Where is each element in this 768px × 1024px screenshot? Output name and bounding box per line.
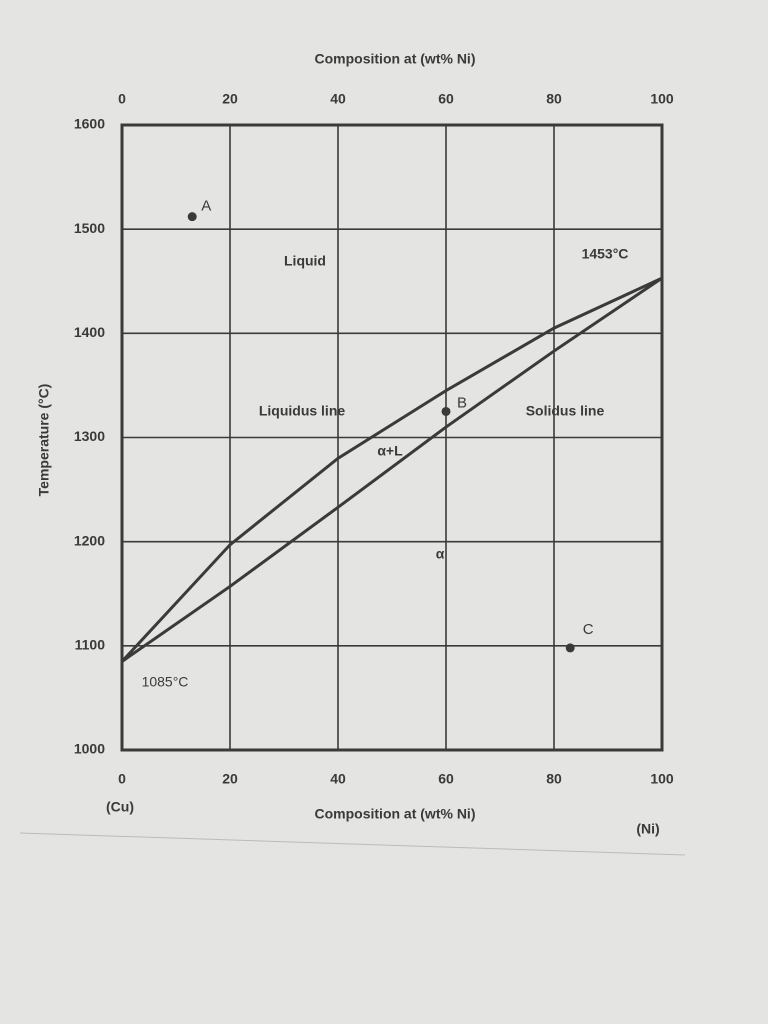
y-tick-label: 1500 [74,220,105,236]
y-tick-label: 1400 [74,324,105,340]
annotation: 1085°C [142,674,189,690]
point-label: B [457,394,467,411]
x-tick-label: 100 [650,771,674,787]
x-tick-label-top: 80 [546,91,562,107]
y-axis-title: Temperature (°C) [36,384,52,497]
x-axis-title: Composition at (wt% Ni) [315,806,476,822]
annotation: α+L [377,443,403,459]
line-label: Solidus line [526,403,605,419]
annotation: (Cu) [106,799,134,815]
point [565,643,575,653]
y-tick-label: 1100 [75,637,106,653]
x-tick-label: 0 [118,771,126,787]
phase-line [121,276,663,663]
annotation: (Ni) [636,821,659,837]
y-tick-label: 1200 [74,532,105,548]
annotation: Liquid [284,253,326,269]
y-tick-label: 1000 [74,741,105,757]
y-tick-label: 1300 [74,428,105,444]
x-tick-label-top: 20 [222,91,238,107]
x-tick-label-top: 0 [118,91,126,107]
annotation: α [436,546,445,562]
point [441,406,451,416]
x-tick-label-top: 60 [438,91,454,107]
annotation: 1453°C [582,246,629,262]
x-tick-label-top: 40 [330,91,346,107]
phase-line [120,276,663,663]
y-tick-label: 1600 [74,116,105,132]
x-axis-title-top: Composition at (wt% Ni) [315,51,476,67]
point-label: A [201,198,211,215]
point [187,212,197,222]
x-tick-label: 40 [330,771,346,787]
paper-rule [19,832,686,856]
point-label: C [583,621,594,638]
x-tick-label: 80 [546,771,562,787]
plot-frame [120,123,664,752]
x-tick-label: 60 [438,771,454,787]
x-tick-label: 20 [222,771,238,787]
x-tick-label-top: 100 [650,91,674,107]
line-label: Liquidus line [259,403,346,419]
